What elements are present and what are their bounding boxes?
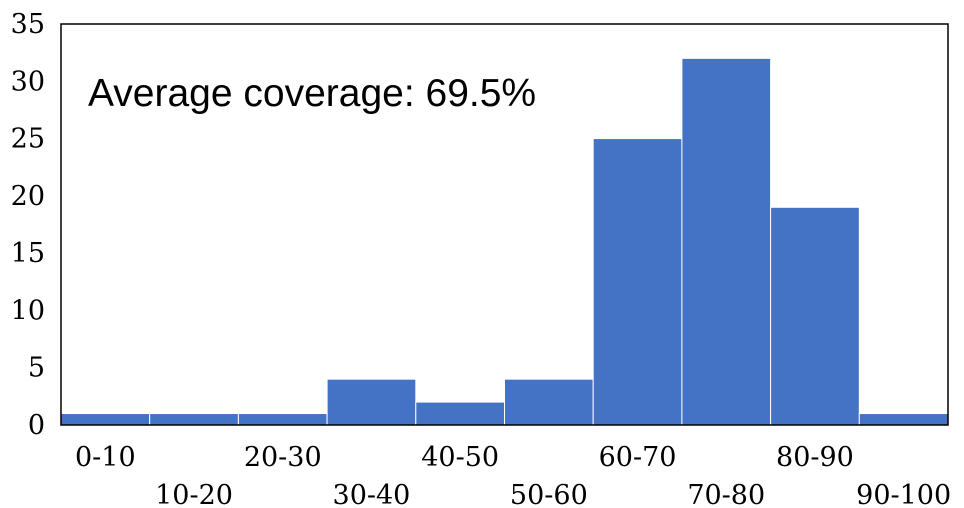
- x-tick-label: 80-90: [776, 442, 854, 473]
- bar-90-100: [858, 413, 949, 426]
- x-tick-label: 0-10: [75, 442, 136, 473]
- x-axis: 0-10 10-20 20-30 30-40 40-50 50-60 60-70 70-80 8…: [75, 442, 951, 508]
- y-tick-label: 10: [11, 295, 45, 326]
- y-tick-label: 15: [11, 238, 45, 269]
- x-tick-label: 90-100: [856, 480, 951, 508]
- bar-50-60: [504, 378, 594, 426]
- x-tick-label: 50-60: [510, 480, 588, 508]
- plot-frame: [60, 23, 949, 426]
- x-tick-label: 40-50: [421, 442, 499, 473]
- bar-0-10: [60, 413, 151, 426]
- bar-30-40: [326, 378, 417, 426]
- y-tick-label: 25: [11, 124, 45, 155]
- bar-80-90: [770, 206, 860, 426]
- x-tick-label: 60-70: [599, 442, 677, 473]
- y-tick-label: 0: [28, 410, 45, 441]
- bar-70-80: [681, 57, 772, 426]
- x-tick-label: 10-20: [155, 480, 233, 508]
- bar-10-20: [149, 413, 239, 426]
- y-tick-label: 20: [11, 181, 45, 212]
- chart-annotation: Average coverage: 69.5%: [88, 72, 536, 115]
- x-tick-label: 30-40: [333, 480, 411, 508]
- y-tick-label: 35: [11, 9, 45, 40]
- bars-group: [60, 57, 949, 426]
- y-axis: 0 5 10 15 20 25 30 35: [11, 9, 45, 441]
- bar-60-70: [592, 138, 683, 426]
- y-tick-label: 30: [11, 66, 45, 97]
- y-tick-label: 5: [28, 353, 45, 384]
- bar-40-50: [415, 401, 505, 426]
- x-tick-label: 70-80: [687, 480, 765, 508]
- x-tick-label: 20-30: [244, 442, 322, 473]
- bar-20-30: [237, 413, 328, 426]
